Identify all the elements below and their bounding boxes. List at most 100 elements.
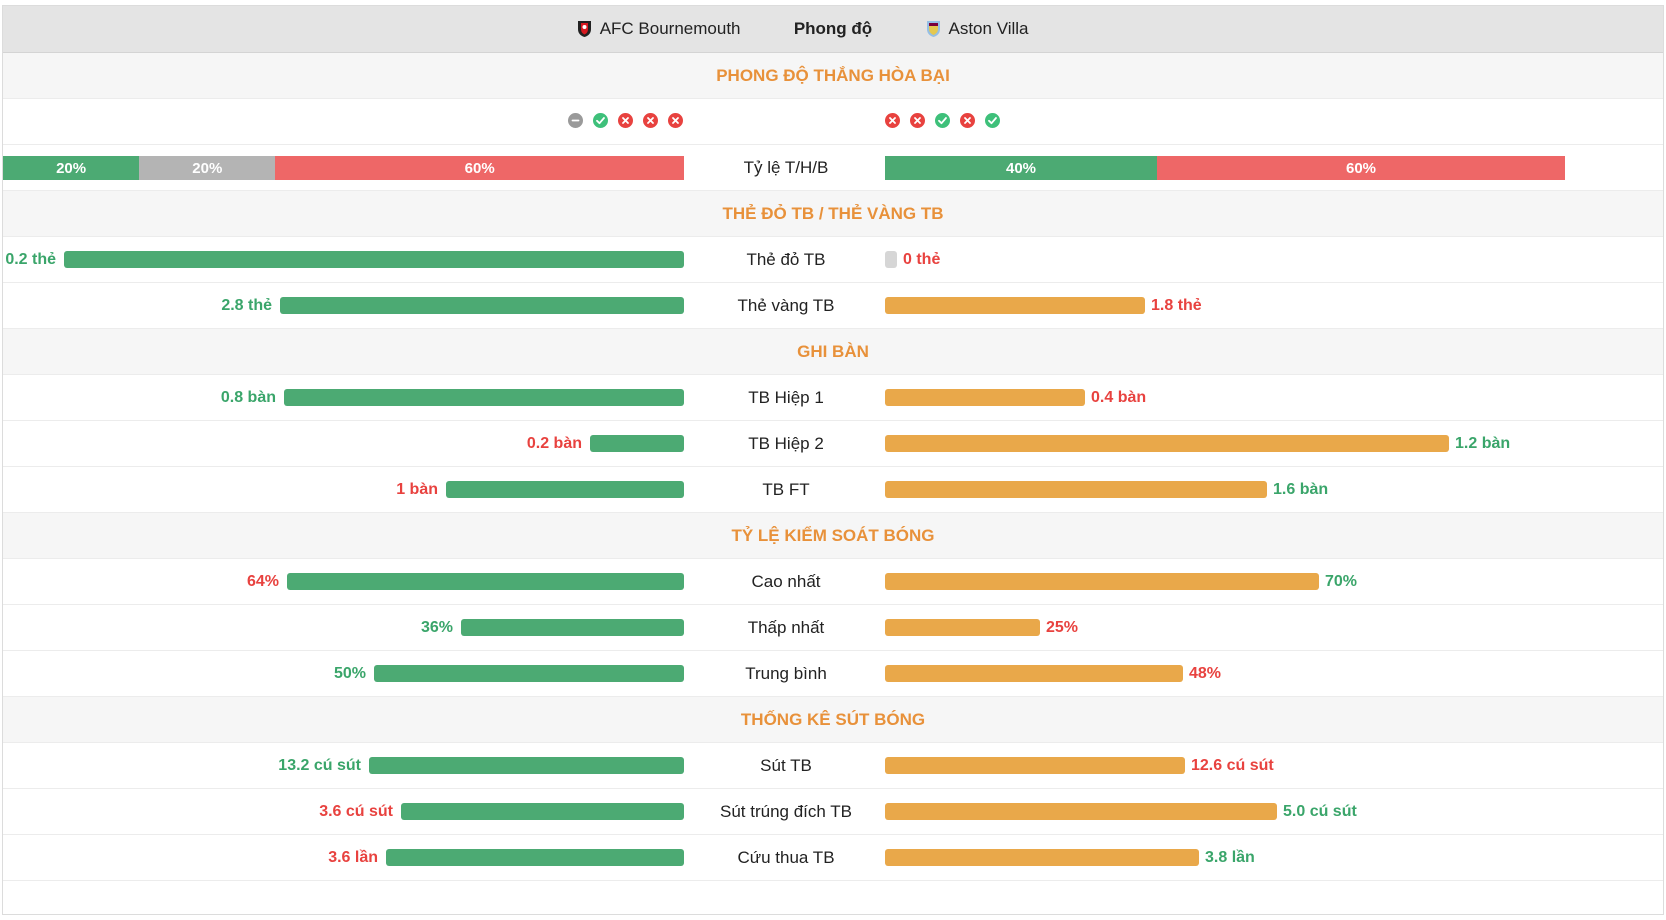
away-value: 70% [1325, 572, 1358, 590]
home-bar [287, 573, 684, 590]
away-value: 0.4 bàn [1091, 388, 1147, 406]
home-bar [590, 435, 684, 452]
section-possession: TỶ LỆ KIỂM SOÁT BÓNG [3, 513, 1663, 559]
home-value: 3.6 lần [328, 848, 378, 866]
stat-label: TB Hiệp 2 [748, 433, 824, 453]
away-value: 12.6 cú sút [1191, 756, 1274, 774]
stat-label: Trung bình [745, 663, 827, 683]
stat-label: TB Hiệp 1 [748, 387, 824, 407]
stat-label: Sút TB [760, 755, 812, 775]
home-value: 36% [420, 618, 453, 636]
header-bar: AFC Bournemouth Phong độ Aston Villa [3, 6, 1663, 53]
away-value: 1.2 bàn [1455, 434, 1511, 452]
home-bar [401, 803, 684, 820]
aston-villa-crest-icon [926, 20, 941, 38]
away-value: 1.6 bàn [1273, 480, 1329, 498]
home-team[interactable]: AFC Bournemouth [521, 19, 741, 39]
stat-label: Thẻ vàng TB [737, 295, 835, 315]
stat-row-goals-h1: 0.8 bàn TB Hiệp 1 0.4 bàn [3, 375, 1663, 421]
away-bar [885, 435, 1449, 452]
home-bar [64, 251, 684, 268]
home-form-loss-icon [668, 113, 683, 128]
stat-label: Cứu thua TB [737, 847, 835, 867]
away-ratio-win-segment: 40% [885, 156, 1157, 180]
home-form-win-icon [593, 113, 608, 128]
away-form-win-icon [985, 113, 1000, 128]
home-bar [461, 619, 684, 636]
away-value: 1.8 thẻ [1151, 296, 1202, 314]
home-value: 0.2 thẻ [5, 250, 56, 268]
form-row [3, 99, 1663, 145]
section-form: PHONG ĐỘ THẮNG HÒA BẠI [3, 53, 1663, 99]
ratio-row: 20% 20% 60% Tỷ lệ T/H/B 40% 60% [3, 145, 1663, 191]
home-form-draw-icon [568, 113, 583, 128]
section-cards: THẺ ĐỎ TB / THẺ VÀNG TB [3, 191, 1663, 237]
stat-row-yellow-cards: 2.8 thẻ Thẻ vàng TB 1.8 thẻ [3, 283, 1663, 329]
stat-label: Sút trúng đích TB [720, 801, 852, 821]
section-shots: THỐNG KÊ SÚT BÓNG [3, 697, 1663, 743]
away-value: 5.0 cú sút [1283, 802, 1357, 820]
stat-row-goals-ft: 1 bàn TB FT 1.6 bàn [3, 467, 1663, 513]
stat-label: Thẻ đỏ TB [746, 249, 826, 269]
away-bar [885, 803, 1277, 820]
stat-row-poss-avg: 50% Trung bình 48% [3, 651, 1663, 697]
away-bar [885, 389, 1085, 406]
away-bar [885, 251, 897, 268]
stat-label: TB FT [762, 479, 810, 499]
stat-row-shots: 13.2 cú sút Sút TB 12.6 cú sút [3, 743, 1663, 789]
home-bar [374, 665, 684, 682]
stat-row-poss-min: 36% Thấp nhất 25% [3, 605, 1663, 651]
bournemouth-crest-icon [577, 20, 592, 38]
away-ratio-loss-segment: 60% [1157, 156, 1565, 180]
home-value: 2.8 thẻ [221, 296, 272, 314]
home-team-name: AFC Bournemouth [599, 19, 741, 38]
ratio-label: Tỷ lệ T/H/B [743, 157, 829, 177]
stats-panel: AFC Bournemouth Phong độ Aston Villa PHO… [2, 5, 1664, 915]
header-title: Phong độ [793, 19, 873, 38]
stat-row-goals-h2: 0.2 bàn TB Hiệp 2 1.2 bàn [3, 421, 1663, 467]
away-bar [885, 665, 1183, 682]
stat-label: Thấp nhất [747, 617, 825, 637]
home-bar [280, 297, 684, 314]
home-value: 0.2 bàn [526, 434, 582, 452]
away-value: 48% [1189, 664, 1222, 682]
section-goals: GHI BÀN [3, 329, 1663, 375]
home-form-loss-icon [643, 113, 658, 128]
away-value: 3.8 lần [1205, 848, 1255, 866]
away-bar [885, 297, 1145, 314]
away-bar [885, 849, 1199, 866]
home-ratio-draw-segment: 20% [139, 156, 276, 180]
home-value: 0.8 bàn [220, 388, 276, 406]
stat-row-red-cards: 0.2 thẻ Thẻ đỏ TB 0 thẻ [3, 237, 1663, 283]
away-form-icons [885, 113, 1000, 128]
home-value: 64% [246, 572, 279, 590]
away-value: 25% [1046, 618, 1079, 636]
away-bar [885, 619, 1040, 636]
away-form-win-icon [935, 113, 950, 128]
home-form-icons [568, 113, 683, 128]
away-team-name: Aston Villa [948, 19, 1029, 38]
away-bar [885, 757, 1185, 774]
stat-row-poss-max: 64% Cao nhất 70% [3, 559, 1663, 605]
away-bar [885, 573, 1319, 590]
stat-row-shots-on: 3.6 cú sút Sút trúng đích TB 5.0 cú sút [3, 789, 1663, 835]
home-value: 13.2 cú sút [278, 756, 361, 774]
away-form-loss-icon [910, 113, 925, 128]
away-team[interactable]: Aston Villa [926, 19, 1146, 39]
home-value: 3.6 cú sút [319, 802, 393, 820]
stat-row-saves: 3.6 lần Cứu thua TB 3.8 lần [3, 835, 1663, 881]
away-value: 0 thẻ [903, 250, 941, 268]
home-form-loss-icon [618, 113, 633, 128]
stat-label: Cao nhất [751, 571, 821, 591]
home-ratio-loss-segment: 60% [275, 156, 684, 180]
home-value: 50% [333, 664, 366, 682]
home-value: 1 bàn [396, 480, 438, 498]
away-bar [885, 481, 1267, 498]
away-form-loss-icon [885, 113, 900, 128]
home-ratio-win-segment: 20% [3, 156, 140, 180]
away-form-loss-icon [960, 113, 975, 128]
home-bar [446, 481, 684, 498]
home-bar [369, 757, 684, 774]
home-bar [386, 849, 684, 866]
home-bar [284, 389, 684, 406]
